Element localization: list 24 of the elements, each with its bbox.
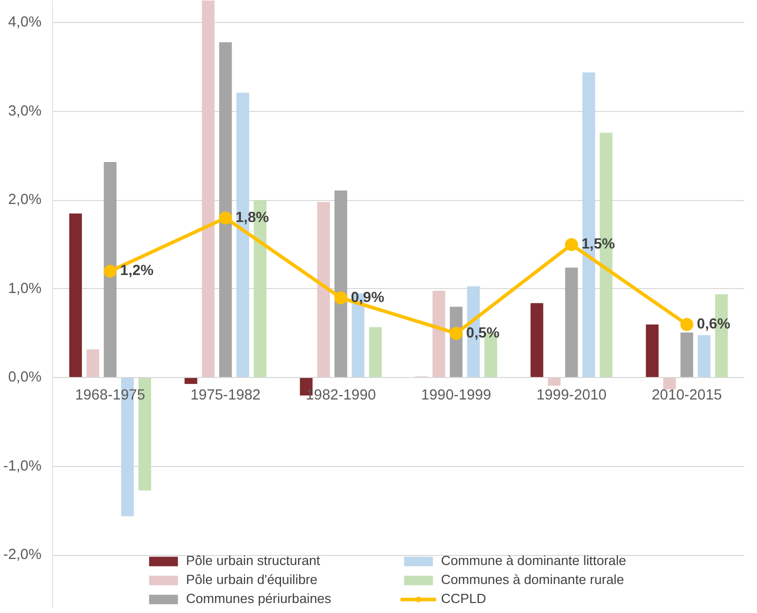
data-label: 1,2%: [120, 263, 154, 280]
data-label: 0,9%: [350, 290, 384, 306]
data-label: 0,6%: [696, 316, 730, 332]
y-tick-label: 1,0%: [8, 280, 42, 297]
legend-label: CCPLD: [441, 591, 488, 606]
legend-label: Communes périurbaines: [186, 591, 332, 606]
legend-label: Pôle urbain structurant: [186, 553, 322, 568]
y-tick-label: -2,0%: [3, 547, 42, 564]
x-tick-label: 1990-1999: [421, 388, 492, 404]
x-tick-label: 1999-2010: [536, 388, 607, 404]
legend-label: Pôle urbain d'équilibre: [186, 572, 318, 587]
legend-label: Communes à dominante rurale: [441, 572, 625, 587]
y-tick-label: 3,0%: [8, 103, 42, 120]
y-tick-label: 4,0%: [8, 14, 42, 31]
x-tick-label: 1968-1975: [75, 388, 146, 404]
legend-label: Commune à dominante littorale: [441, 553, 628, 568]
data-label: 0,5%: [466, 325, 500, 342]
y-tick-label: -1,0%: [3, 458, 42, 474]
data-label: 1,8%: [236, 210, 269, 226]
data-label: 1,5%: [582, 236, 615, 253]
x-tick-label: 1975-1982: [190, 388, 261, 404]
y-tick-label: 0,0%: [8, 370, 42, 386]
x-tick-label: 2010-2015: [652, 388, 722, 404]
y-tick-label: 2,0%: [8, 192, 42, 208]
